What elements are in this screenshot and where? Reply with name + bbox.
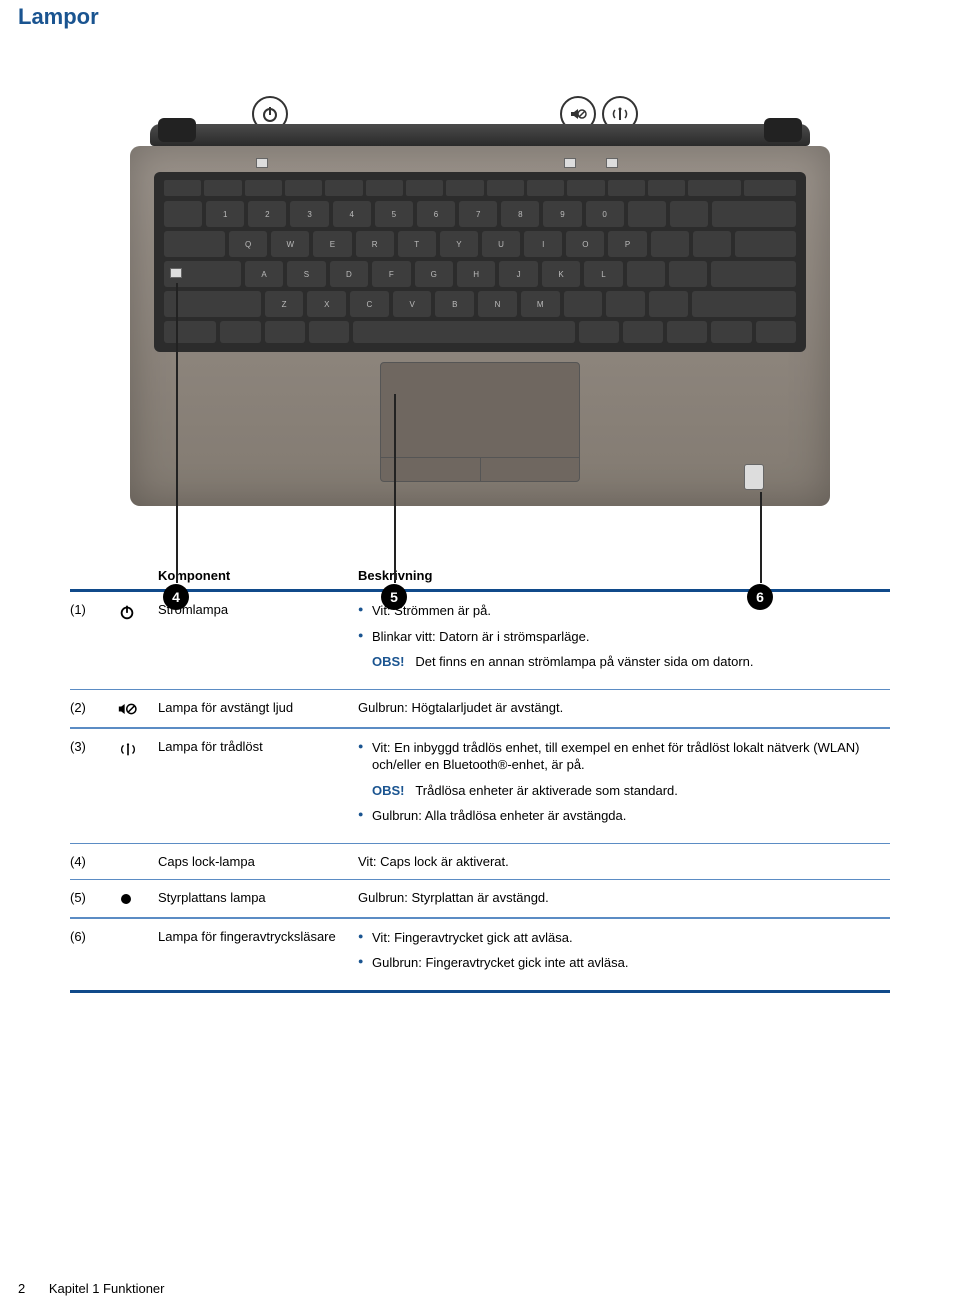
row-num: (1) [70, 602, 118, 617]
description-line: Blinkar vitt: Datorn är i strömsparläge. [358, 628, 890, 646]
description-line: Vit: Fingeravtrycket gick att avläsa. [358, 929, 890, 947]
row-num: (6) [70, 929, 118, 944]
table-row: (6) Lampa för fingeravtrycksläsare Vit: … [70, 919, 890, 993]
component-name: Lampa för fingeravtrycksläsare [158, 929, 358, 944]
row-num: (4) [70, 854, 118, 869]
row-num: (5) [70, 890, 118, 905]
note-text: Trådlösa enheter är aktiverade som stand… [415, 783, 678, 798]
description-line: Gulbrun: Högtalarljudet är avstängt. [358, 700, 890, 715]
description-line: Vit: Strömmen är på. [358, 602, 890, 620]
wireless-icon [118, 739, 158, 758]
component-name: Lampa för avstängt ljud [158, 700, 358, 715]
component-name: Caps lock-lampa [158, 854, 358, 869]
row-num: (2) [70, 700, 118, 715]
components-table: Komponent Beskrivning (1) Strömlampa Vit… [70, 562, 890, 993]
note-label: OBS! [372, 783, 405, 798]
laptop-diagram: 1 2 3 1234567890 QWERTYUIOP ASDFGHJKL ZX… [120, 98, 840, 538]
mute-icon [118, 700, 158, 717]
table-row: (3) Lampa för trådlöst Vit: En inbyggd t… [70, 729, 890, 844]
table-row: (1) Strömlampa Vit: Strömmen är på. Blin… [70, 592, 890, 690]
dot-icon [118, 890, 158, 907]
note-label: OBS! [372, 654, 405, 669]
description-line: Gulbrun: Fingeravtrycket gick inte att a… [358, 954, 890, 972]
description-line: Gulbrun: Styrplattan är avstängd. [358, 890, 890, 905]
power-icon [118, 602, 158, 621]
th-description: Beskrivning [358, 568, 890, 583]
th-component: Komponent [158, 568, 358, 583]
component-name: Strömlampa [158, 602, 358, 617]
chapter-label: Kapitel 1 Funktioner [49, 1281, 165, 1296]
description-line: Vit: En inbyggd trådlös enhet, till exem… [358, 739, 890, 774]
description-line: Vit: Caps lock är aktiverat. [358, 854, 890, 869]
table-row: (5) Styrplattans lampa Gulbrun: Styrplat… [70, 880, 890, 919]
callout-4: 4 [163, 584, 189, 610]
table-row: (2) Lampa för avstängt ljud Gulbrun: Hög… [70, 690, 890, 729]
note-text: Det finns en annan strömlampa på vänster… [415, 654, 753, 669]
description-line: Gulbrun: Alla trådlösa enheter är avstän… [358, 807, 890, 825]
page-footer: 2 Kapitel 1 Funktioner [18, 1281, 164, 1296]
page-number: 2 [18, 1281, 25, 1296]
component-name: Styrplattans lampa [158, 890, 358, 905]
table-row: (4) Caps lock-lampa Vit: Caps lock är ak… [70, 844, 890, 880]
component-name: Lampa för trådlöst [158, 739, 358, 754]
section-heading: Lampor [0, 0, 960, 38]
row-num: (3) [70, 739, 118, 754]
